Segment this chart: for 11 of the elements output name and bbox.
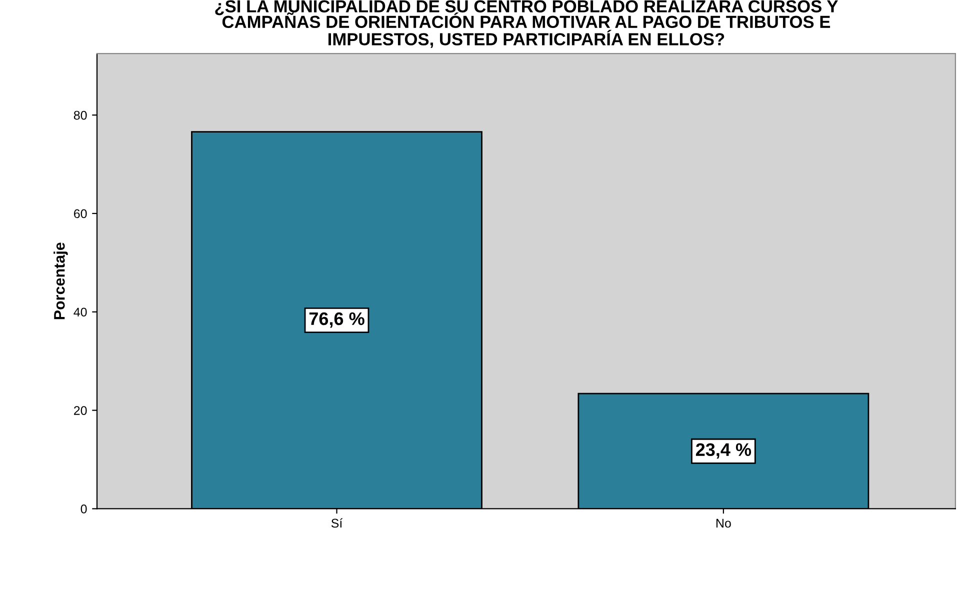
y-tick-label: 0 [80, 504, 87, 514]
y-tick-label: 40 [74, 308, 87, 317]
y-tick-label: 60 [74, 209, 87, 218]
chart-title: ¿SI LA MUNICIPALIDAD DE SU CENTRO POBLADO REALIZARA CURSOS Y CAMPAÑAS DE ORIENTACIÓN PARA MOTIVAR AL PAGO DE TRIBUTOS E IMPUESTOS, USTED PARTICIPARÍA EN ELLOS? [215, 0, 838, 48]
x-tick-label: No [716, 518, 731, 528]
y-tick-label: 20 [74, 406, 87, 415]
y-tick-label: 80 [74, 110, 87, 120]
data-label: 23,4 % [696, 443, 752, 459]
data-label: 76,6 % [309, 312, 364, 328]
x-tick-label: Sí [331, 518, 343, 528]
y-axis-title: Porcentaje [54, 242, 68, 320]
